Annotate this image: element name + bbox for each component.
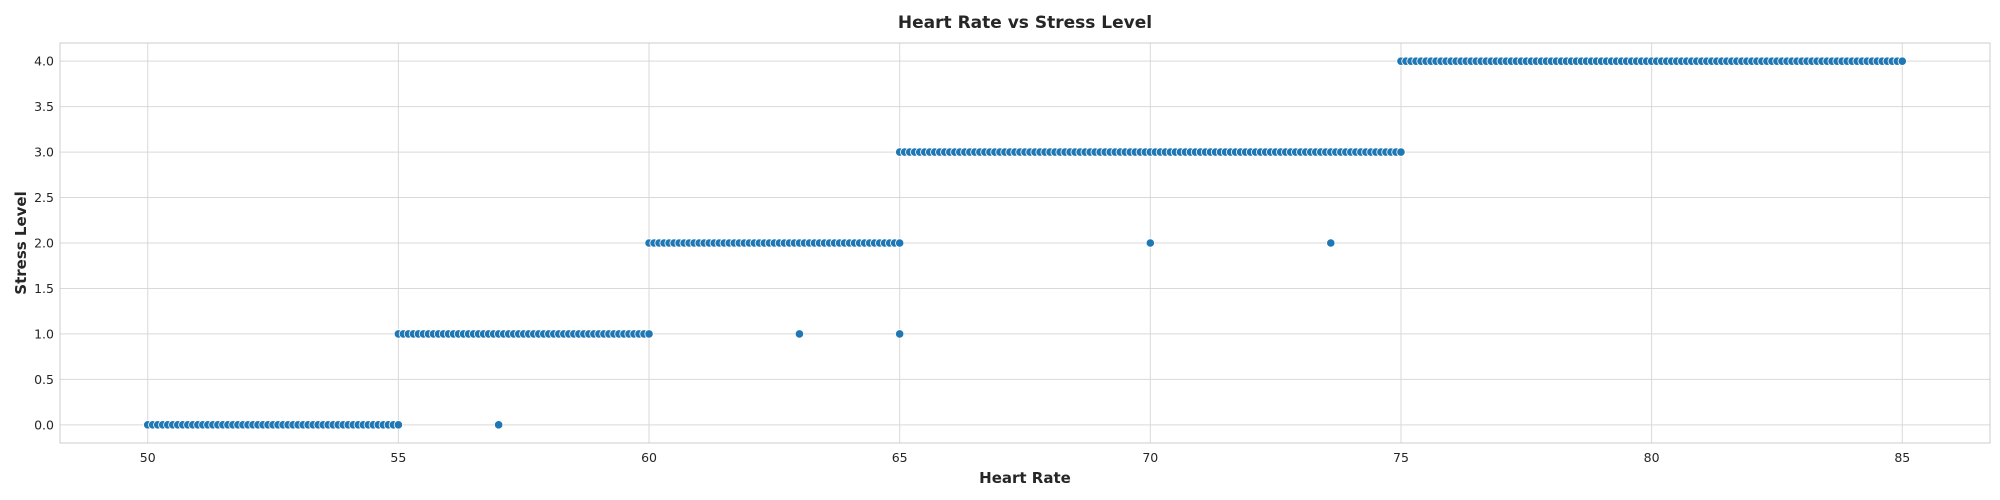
data-point	[895, 329, 905, 339]
tick-labels: 50 55 60 65 70 75 80 85 0.0 0.5 1.0 1.5 2.0 2.5 3.0 3.5…	[34, 54, 1910, 465]
y-tick-label: 1.0	[34, 326, 54, 341]
plot-frame	[59, 42, 1991, 444]
y-tick-label: 4.0	[34, 54, 54, 69]
y-tick-label: 3.0	[34, 145, 54, 160]
y-axis-label: Stress Level	[12, 191, 30, 294]
data-point	[794, 329, 805, 339]
y-tick-label: 2.0	[34, 236, 54, 251]
x-tick-label: 75	[1393, 450, 1409, 465]
data-point	[1396, 147, 1406, 157]
y-tick-label: 1.5	[34, 281, 54, 296]
x-tick-label: 70	[1142, 450, 1158, 465]
x-axis-label: Heart Rate	[979, 469, 1071, 487]
x-tick-label: 55	[390, 450, 406, 465]
data-point	[1897, 56, 1907, 66]
data-point	[895, 238, 905, 248]
y-tick-label: 2.5	[34, 190, 54, 205]
x-tick-label: 60	[641, 450, 657, 465]
chart-title: Heart Rate vs Stress Level	[898, 13, 1152, 33]
data-point	[644, 329, 654, 339]
data-point	[1145, 238, 1155, 248]
y-tick-label: 0.0	[34, 417, 54, 432]
data-point	[494, 420, 504, 430]
x-tick-label: 80	[1644, 450, 1660, 465]
x-tick-label: 85	[1894, 450, 1910, 465]
x-tick-label: 65	[892, 450, 908, 465]
y-tick-label: 3.5	[34, 99, 54, 114]
data-point	[393, 420, 403, 430]
data-point	[1326, 238, 1336, 248]
y-tick-label: 0.5	[34, 372, 54, 387]
data-points	[143, 56, 1907, 430]
x-tick-label: 50	[140, 450, 156, 465]
